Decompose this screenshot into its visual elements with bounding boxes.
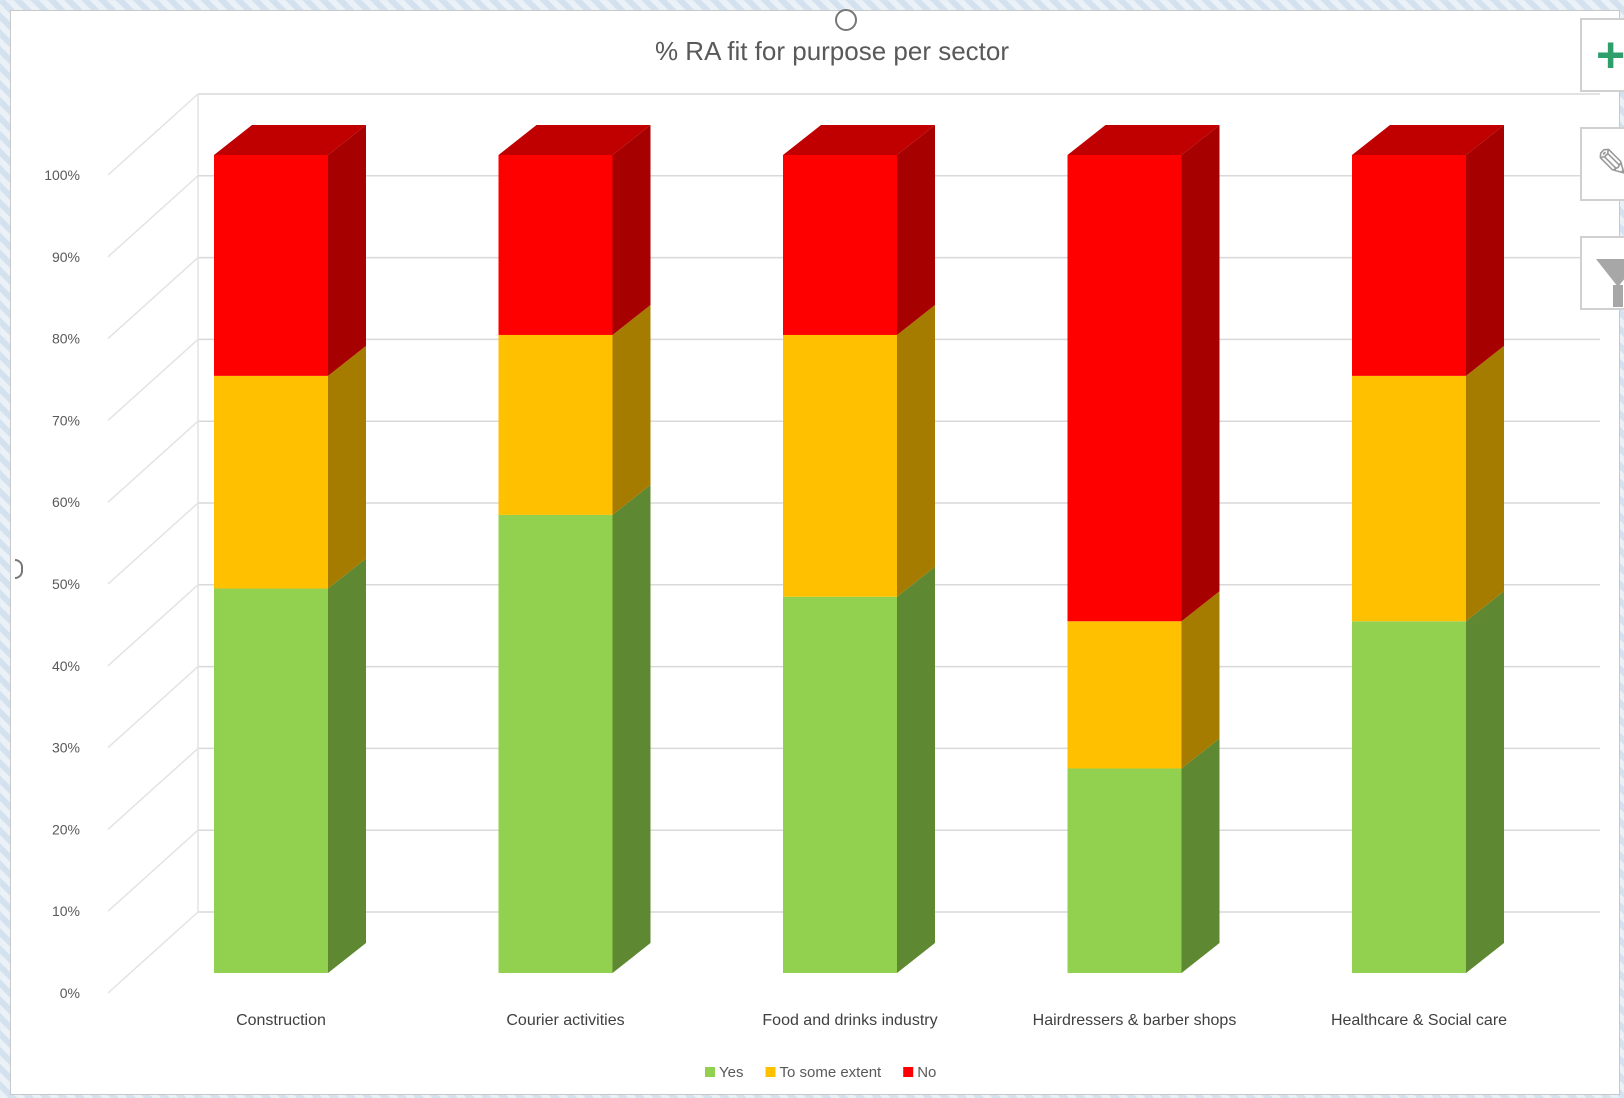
side-gridline bbox=[107, 338, 199, 421]
y-tick-label: 30% bbox=[52, 740, 80, 756]
y-axis: 0% 10% 20% 30% 40% 50% 60% 70% 80% 90% 100% bbox=[44, 167, 80, 1001]
chart-styles-button[interactable]: ✎ bbox=[1580, 127, 1624, 201]
y-tick-label: 20% bbox=[52, 821, 80, 837]
bar-top bbox=[1352, 125, 1504, 155]
chart-filters-button[interactable] bbox=[1580, 236, 1624, 310]
bar-side bbox=[612, 484, 651, 973]
bar-front bbox=[214, 155, 328, 376]
bar-segment[interactable] bbox=[214, 125, 366, 376]
legend-swatch bbox=[705, 1067, 715, 1077]
category-label: Hairdressers & barber shops bbox=[1033, 1012, 1237, 1029]
y-tick-label: 0% bbox=[60, 985, 80, 1001]
x-axis: Construction Courier activities Food and d… bbox=[236, 1012, 1507, 1029]
y-tick-label: 90% bbox=[52, 249, 80, 265]
bar-segment[interactable] bbox=[783, 125, 935, 335]
bar-top bbox=[214, 125, 366, 155]
bar-segment[interactable] bbox=[1067, 591, 1220, 769]
bar-front bbox=[1067, 768, 1182, 973]
bar-side bbox=[1466, 591, 1504, 973]
bar-side bbox=[328, 558, 366, 973]
legend-item[interactable]: To some extent bbox=[765, 1064, 882, 1081]
bars[interactable] bbox=[214, 125, 1504, 973]
bar-side bbox=[328, 345, 366, 589]
bar-side bbox=[328, 125, 366, 376]
side-gridline bbox=[107, 911, 199, 994]
bar-front bbox=[1067, 155, 1182, 622]
chart-title[interactable]: % RA fit for purpose per sector bbox=[655, 36, 1009, 66]
category-label: Food and drinks industry bbox=[762, 1012, 937, 1029]
legend[interactable]: Yes To some extent No bbox=[705, 1064, 936, 1081]
bar-front bbox=[783, 155, 897, 335]
bar-segment[interactable] bbox=[783, 566, 935, 973]
bar-side bbox=[1181, 591, 1220, 769]
bar-segment[interactable] bbox=[1352, 125, 1504, 376]
side-gridline bbox=[107, 93, 199, 176]
bar-segment[interactable] bbox=[1352, 591, 1504, 973]
side-gridline bbox=[107, 420, 199, 503]
side-gridline bbox=[107, 502, 199, 585]
category-label: Construction bbox=[236, 1012, 326, 1029]
bar-front bbox=[1067, 621, 1182, 769]
y-tick-label: 40% bbox=[52, 658, 80, 674]
side-gridline bbox=[107, 666, 199, 749]
bar-top bbox=[783, 125, 935, 155]
side-gridline bbox=[107, 584, 199, 667]
legend-swatch bbox=[765, 1067, 776, 1077]
bar-side bbox=[1181, 738, 1220, 973]
side-gridline bbox=[107, 747, 199, 830]
bar-segment[interactable] bbox=[1067, 738, 1220, 974]
bar-front bbox=[498, 155, 613, 335]
bar-side bbox=[897, 125, 935, 335]
bar-front bbox=[498, 514, 613, 973]
legend-label: No bbox=[917, 1064, 936, 1081]
bar-side bbox=[1466, 125, 1504, 376]
bar-segment[interactable] bbox=[783, 304, 935, 597]
paintbrush-icon: ✎ bbox=[1596, 142, 1624, 186]
category-label: Healthcare & Social care bbox=[1331, 1012, 1507, 1029]
bar-segment[interactable] bbox=[214, 558, 366, 973]
bar-front bbox=[783, 596, 897, 973]
side-gridline bbox=[107, 257, 199, 340]
y-tick-label: 60% bbox=[52, 494, 80, 510]
category-label: Courier activities bbox=[506, 1012, 624, 1029]
bar-segment[interactable] bbox=[1067, 125, 1220, 622]
bar-segment[interactable] bbox=[214, 345, 366, 589]
bar-side bbox=[612, 125, 651, 335]
y-tick-label: 10% bbox=[52, 903, 80, 919]
bar-top bbox=[498, 125, 651, 155]
bar-front bbox=[498, 334, 613, 515]
bar-front bbox=[783, 334, 897, 597]
bar-segment[interactable] bbox=[498, 125, 651, 335]
legend-item[interactable]: Yes bbox=[705, 1064, 743, 1081]
bar-segment[interactable] bbox=[498, 484, 651, 973]
side-gridline bbox=[107, 829, 199, 912]
y-tick-label: 80% bbox=[52, 331, 80, 347]
bar-side bbox=[897, 566, 935, 973]
bar-front bbox=[1352, 155, 1466, 376]
bar-side bbox=[1466, 345, 1504, 622]
legend-label: To some extent bbox=[779, 1064, 882, 1081]
chart-elements-button[interactable]: + bbox=[1580, 18, 1624, 92]
bar-segment[interactable] bbox=[498, 304, 651, 515]
y-tick-label: 70% bbox=[52, 412, 80, 428]
bar-front bbox=[1352, 375, 1466, 622]
bar-side bbox=[897, 304, 935, 597]
plus-icon: + bbox=[1596, 27, 1624, 83]
legend-item[interactable]: No bbox=[903, 1064, 936, 1081]
bar-segment[interactable] bbox=[1352, 345, 1504, 622]
side-gridline bbox=[107, 175, 199, 258]
bar-top bbox=[1067, 125, 1220, 155]
legend-swatch bbox=[903, 1067, 914, 1077]
resize-handle-top[interactable] bbox=[835, 9, 857, 31]
funnel-icon bbox=[1596, 259, 1624, 307]
bar-front bbox=[214, 588, 328, 973]
bar-front bbox=[214, 375, 328, 589]
bar-side bbox=[1181, 125, 1220, 622]
legend-label: Yes bbox=[719, 1064, 743, 1081]
bar-front bbox=[1352, 621, 1466, 973]
y-tick-label: 100% bbox=[44, 167, 80, 183]
bar-side bbox=[612, 304, 651, 515]
y-tick-label: 50% bbox=[52, 576, 80, 592]
